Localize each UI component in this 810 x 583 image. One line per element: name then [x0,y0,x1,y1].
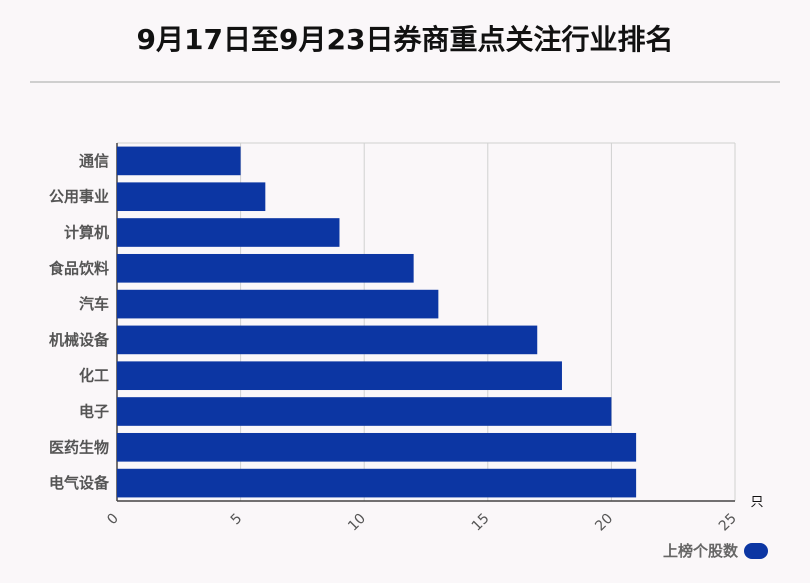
x-tick-label-1: 5 [228,511,246,529]
category-label-3: 食品饮料 [49,259,109,277]
x-tick-label-2: 10 [345,511,369,535]
legend-swatch [744,542,768,559]
bar-2 [117,218,340,247]
bar-7 [117,397,612,426]
bar-4 [117,289,439,319]
title-divider [30,81,780,83]
category-label-8: 医药生物 [49,438,109,456]
x-tick-label-3: 15 [469,511,493,535]
category-label-9: 电气设备 [49,474,110,492]
category-label-0: 通信 [79,152,109,170]
bar-5 [117,325,538,355]
category-label-4: 汽车 [79,295,109,313]
chart-title: 9月17日至9月23日券商重点关注行业排名 [136,23,674,56]
bar-1 [117,182,266,212]
category-label-1: 公用事业 [49,188,109,206]
bar-0 [117,146,241,176]
x-tick-label-4: 20 [592,511,616,535]
category-label-6: 化工 [79,367,109,385]
x-tick-label-0: 0 [104,511,122,529]
category-label-5: 机械设备 [49,331,110,349]
x-tick-label-5: 25 [716,511,740,535]
bars [117,146,637,498]
bar-3 [117,253,414,283]
category-label-7: 电子 [79,403,109,421]
x-unit-label: 只 [750,495,763,510]
bar-9 [117,468,637,498]
legend: 上榜个股数 [663,540,768,561]
legend-label: 上榜个股数 [662,542,738,560]
bar-6 [117,361,562,391]
x-tick-labels: 0 5 10 15 20 25 [104,511,740,535]
category-label-2: 计算机 [64,224,109,242]
bar-8 [117,432,637,462]
